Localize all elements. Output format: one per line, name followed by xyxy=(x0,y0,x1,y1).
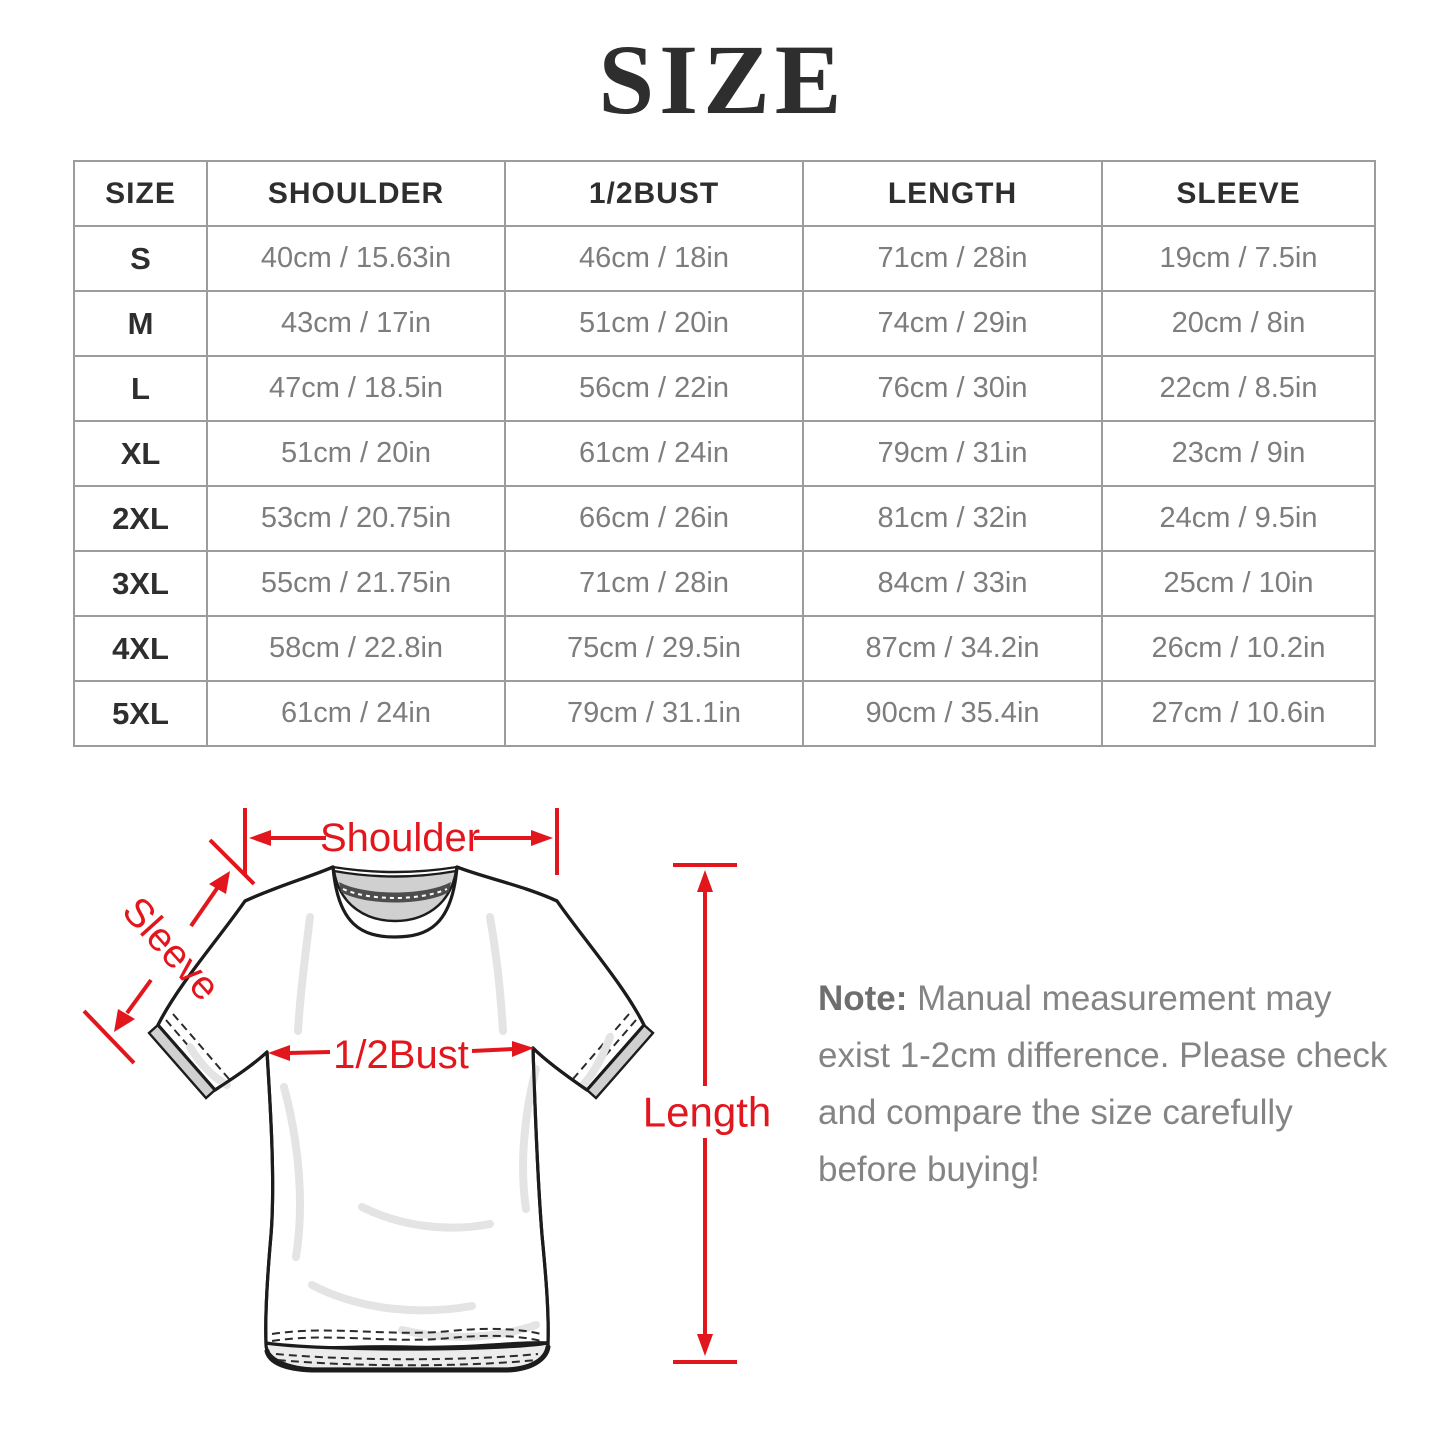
collar-rib-band xyxy=(339,882,451,903)
length-cell: 76cm / 30in xyxy=(802,355,1103,422)
size-cell: L xyxy=(73,355,208,422)
length-cell: 90cm / 35.4in xyxy=(802,680,1103,747)
size-cell: 2XL xyxy=(73,485,208,552)
shoulder-cell: 55cm / 21.75in xyxy=(206,550,506,617)
table-row: S 40cm / 15.63in 46cm / 18in 71cm / 28in… xyxy=(73,225,1376,292)
shoulder-cell: 43cm / 17in xyxy=(206,290,506,357)
tshirt-measurement-diagram: Shoulder Sleeve 1/2Bust Length xyxy=(70,785,771,1445)
shoulder-cell: 47cm / 18.5in xyxy=(206,355,506,422)
table-row: XL 51cm / 20in 61cm / 24in 79cm / 31in 2… xyxy=(73,420,1376,487)
column-header-shoulder: SHOULDER xyxy=(206,160,506,227)
length-cell: 87cm / 34.2in xyxy=(802,615,1103,682)
arrowhead-icon xyxy=(114,1009,135,1032)
sleeve-cell: 24cm / 9.5in xyxy=(1101,485,1376,552)
table-row: L 47cm / 18.5in 56cm / 22in 76cm / 30in … xyxy=(73,355,1376,422)
bust-measure-annotation: 1/2Bust xyxy=(268,1033,534,1077)
column-header-bust: 1/2BUST xyxy=(504,160,804,227)
bust-cell: 51cm / 20in xyxy=(504,290,804,357)
table-row: 2XL 53cm / 20.75in 66cm / 26in 81cm / 32… xyxy=(73,485,1376,552)
size-cell: 4XL xyxy=(73,615,208,682)
bust-cell: 79cm / 31.1in xyxy=(504,680,804,747)
bust-cell: 75cm / 29.5in xyxy=(504,615,804,682)
size-cell: 5XL xyxy=(73,680,208,747)
arrowhead-icon xyxy=(531,830,553,846)
column-header-length: LENGTH xyxy=(802,160,1103,227)
length-label: Length xyxy=(643,1089,770,1136)
note-prefix: Note: xyxy=(818,979,908,1018)
table-row: 4XL 58cm / 22.8in 75cm / 29.5in 87cm / 3… xyxy=(73,615,1376,682)
length-cell: 79cm / 31in xyxy=(802,420,1103,487)
column-header-sleeve: SLEEVE xyxy=(1101,160,1376,227)
length-cell: 81cm / 32in xyxy=(802,485,1103,552)
sleeve-cell: 22cm / 8.5in xyxy=(1101,355,1376,422)
sleeve-cell: 19cm / 7.5in xyxy=(1101,225,1376,292)
column-header-size: SIZE xyxy=(73,160,208,227)
size-cell: 3XL xyxy=(73,550,208,617)
note-body: Manual measurement may exist 1-2cm diffe… xyxy=(818,979,1388,1189)
tshirt-drawing xyxy=(147,865,655,1373)
shoulder-cell: 53cm / 20.75in xyxy=(206,485,506,552)
arrowhead-icon xyxy=(209,871,230,894)
bust-cell: 66cm / 26in xyxy=(504,485,804,552)
arrowhead-icon xyxy=(697,1334,713,1356)
note-text: Note: Manual measurement may exist 1-2cm… xyxy=(818,970,1390,1198)
arrowhead-icon xyxy=(249,830,271,846)
shoulder-cell: 40cm / 15.63in xyxy=(206,225,506,292)
length-cell: 84cm / 33in xyxy=(802,550,1103,617)
tshirt-outline xyxy=(156,865,646,1345)
collar xyxy=(331,865,459,939)
tshirt-diagram-svg: Shoulder Sleeve 1/2Bust Length xyxy=(82,808,771,1373)
size-chart-table: SIZE SHOULDER 1/2BUST LENGTH SLEEVE S 40… xyxy=(73,160,1376,747)
bust-cell: 61cm / 24in xyxy=(504,420,804,487)
size-cell: M xyxy=(73,290,208,357)
shoulder-cell: 61cm / 24in xyxy=(206,680,506,747)
table-row: 3XL 55cm / 21.75in 71cm / 28in 84cm / 33… xyxy=(73,550,1376,617)
sleeve-cell: 25cm / 10in xyxy=(1101,550,1376,617)
bust-cell: 56cm / 22in xyxy=(504,355,804,422)
collar-top-edge xyxy=(331,865,459,874)
table-row: M 43cm / 17in 51cm / 20in 74cm / 29in 20… xyxy=(73,290,1376,357)
sleeve-cell: 26cm / 10.2in xyxy=(1101,615,1376,682)
bust-cell: 71cm / 28in xyxy=(504,550,804,617)
shoulder-measure-annotation: Shoulder xyxy=(243,808,559,875)
measure-end-bar xyxy=(208,838,256,886)
sleeve-cell: 23cm / 9in xyxy=(1101,420,1376,487)
tshirt-body xyxy=(156,865,646,1351)
bottom-hem xyxy=(264,1327,551,1373)
arrowhead-icon xyxy=(697,870,713,892)
header-row: SIZE SHOULDER 1/2BUST LENGTH SLEEVE xyxy=(73,160,1376,227)
measure-end-bar xyxy=(82,1009,136,1065)
shoulder-label: Shoulder xyxy=(320,816,480,860)
table-row: 5XL 61cm / 24in 79cm / 31.1in 90cm / 35.… xyxy=(73,680,1376,747)
sleeve-cell: 27cm / 10.6in xyxy=(1101,680,1376,747)
bust-label: 1/2Bust xyxy=(333,1033,469,1077)
collar-rib-stitch xyxy=(342,888,448,899)
length-cell: 71cm / 28in xyxy=(802,225,1103,292)
shoulder-cell: 51cm / 20in xyxy=(206,420,506,487)
size-cell: XL xyxy=(73,420,208,487)
length-measure-annotation: Length xyxy=(643,863,771,1364)
length-cell: 74cm / 29in xyxy=(802,290,1103,357)
shoulder-cell: 58cm / 22.8in xyxy=(206,615,506,682)
size-cell: S xyxy=(73,225,208,292)
fabric-wrinkles xyxy=(186,913,614,1341)
sleeve-cell: 20cm / 8in xyxy=(1101,290,1376,357)
arrowhead-icon xyxy=(268,1045,290,1061)
arrowhead-icon xyxy=(512,1041,534,1057)
bust-cell: 46cm / 18in xyxy=(504,225,804,292)
collar-outer-edge xyxy=(331,865,459,939)
page-title: SIZE xyxy=(598,24,847,135)
